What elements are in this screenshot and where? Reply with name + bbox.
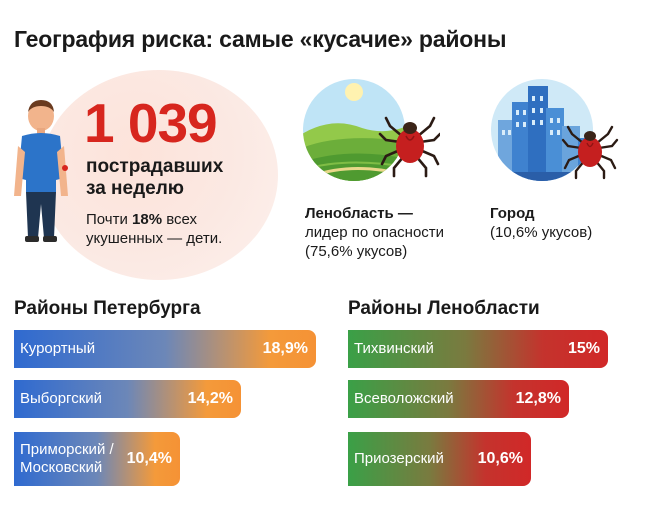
spb-chart-title: Районы Петербурга	[14, 298, 201, 319]
lo-chart-title: Районы Ленобласти	[348, 298, 540, 319]
person-icon	[14, 100, 68, 242]
spb-bar-value-3: 10,4%	[126, 450, 172, 467]
spb-bar-value-2: 14,2%	[187, 390, 233, 407]
field-tick-icon	[303, 79, 440, 181]
lo-bar-label-3: Приозерский	[354, 450, 444, 467]
lenobl-name: Ленобласть —	[305, 205, 413, 222]
lenobl-caption: Ленобласть — лидер по опасности (75,6% у…	[305, 204, 444, 261]
spb-bar-label-3: Приморский / Московский	[20, 441, 114, 476]
hero-background	[40, 70, 278, 280]
lo-bar-2: Всеволожский 12,8%	[348, 380, 569, 418]
lo-bar-label-1: Тихвинский	[354, 340, 434, 357]
children-note: Почти 18% всех укушенных — дети.	[86, 210, 222, 248]
note-line-2: укушенных — дети.	[86, 230, 223, 247]
lo-bar-value-3: 10,6%	[477, 450, 523, 467]
note-prefix: Почти	[86, 211, 133, 228]
lenobl-line-3: (75,6% укусов)	[305, 243, 408, 260]
victims-caption: пострадавших за неделю	[86, 156, 223, 200]
city-caption: Город (10,6% укусов)	[490, 204, 592, 242]
note-suffix: всех	[162, 211, 198, 228]
city-name: Город	[490, 205, 535, 222]
lenobl-line-2: лидер по опасности	[305, 224, 445, 241]
lo-bar-3: Приозерский 10,6%	[348, 432, 531, 486]
lo-bar-value-2: 12,8%	[515, 390, 561, 407]
spb-bar-3: Приморский / Московский 10,4%	[14, 432, 180, 486]
spb-bar-value-1: 18,9%	[262, 340, 308, 357]
spb-bar-label-2: Выборгский	[20, 390, 103, 407]
note-percent: 18%	[132, 211, 163, 228]
lo-bar-label-2: Всеволожский	[354, 390, 454, 407]
city-tick-icon	[491, 79, 619, 181]
spb-bar-label-1: Курортный	[20, 340, 96, 357]
spb-bar-1: Курортный 18,9%	[14, 330, 316, 368]
spb-bar-2: Выборгский 14,2%	[14, 380, 241, 418]
victims-line-2: за неделю	[86, 178, 185, 199]
lo-bar-1: Тихвинский 15%	[348, 330, 608, 368]
victims-count: 1 039	[84, 92, 218, 154]
victims-line-1: пострадавших	[86, 156, 224, 177]
lo-bar-value-1: 15%	[567, 340, 600, 357]
page-title: География риска: самые «кусачие» районы	[14, 26, 507, 52]
city-line-2: (10,6% укусов)	[490, 224, 593, 241]
